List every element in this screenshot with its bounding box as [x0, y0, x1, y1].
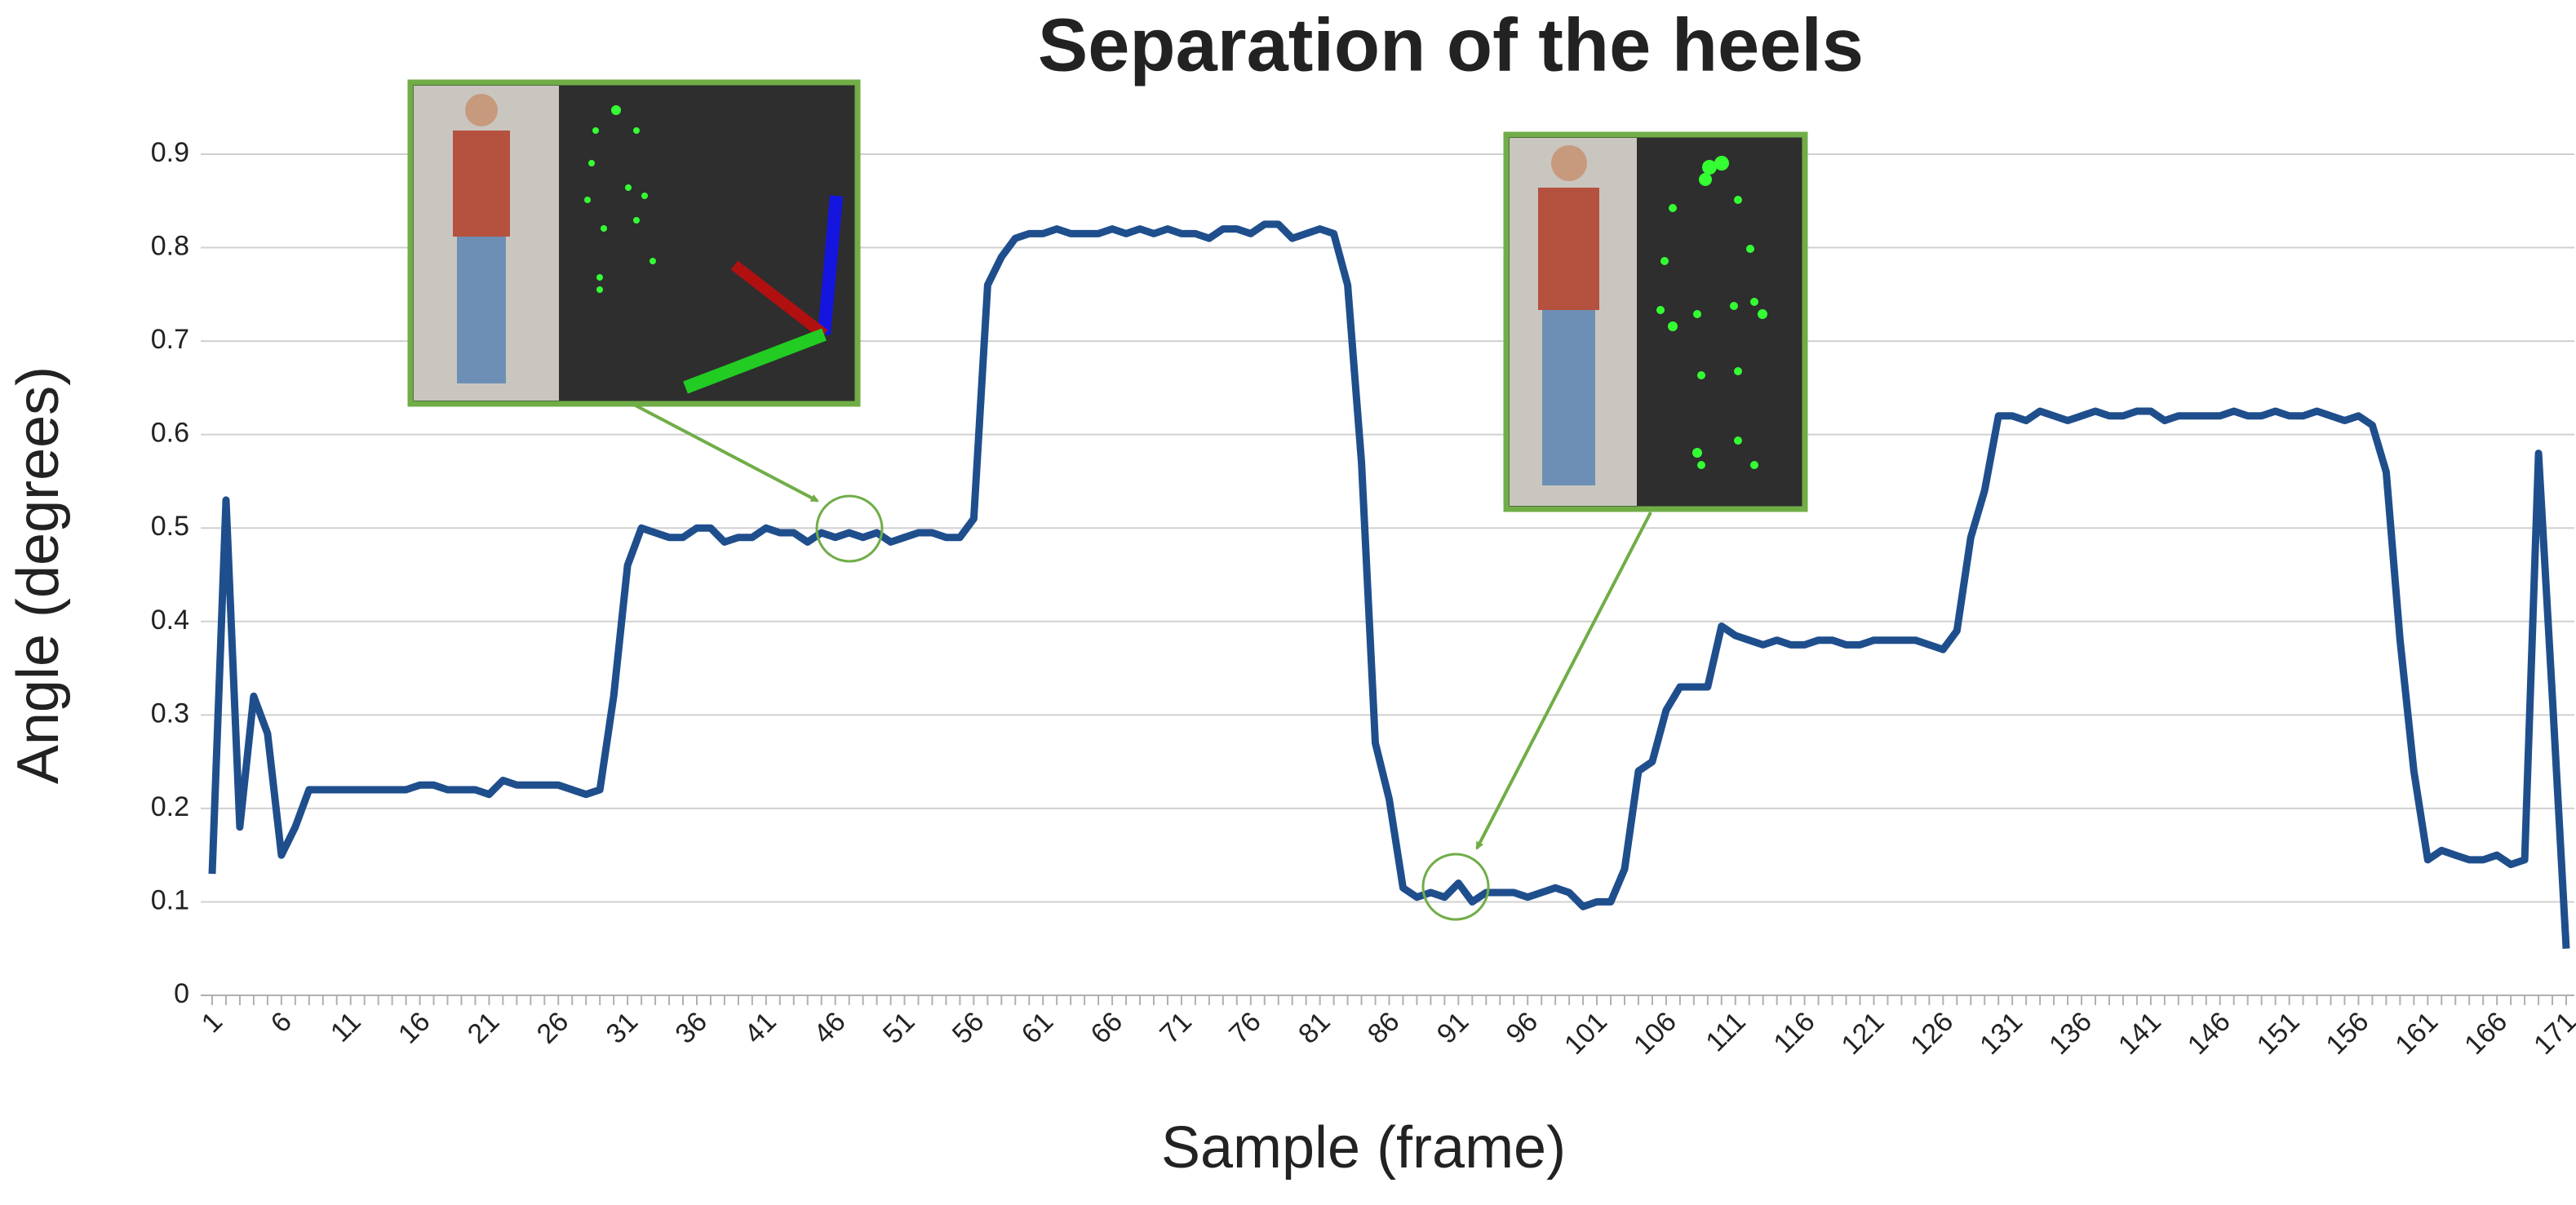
- inset-figure: [1542, 310, 1595, 485]
- x-tick-label: 21: [462, 1006, 506, 1050]
- inset-axis: [683, 328, 827, 394]
- x-tick-label: 121: [1835, 1006, 1890, 1061]
- inset-image: [407, 79, 861, 407]
- annotations: [407, 79, 1808, 921]
- x-tick-label: 156: [2320, 1006, 2374, 1061]
- x-tick-label: 16: [392, 1006, 437, 1050]
- y-tick-label: 0.4: [151, 605, 189, 636]
- x-tick-label: 171: [2528, 1006, 2576, 1061]
- inset-axis: [818, 195, 843, 335]
- y-tick-label: 0.3: [151, 698, 189, 729]
- x-tick-label: 101: [1558, 1006, 1613, 1061]
- x-tick-label: 11: [325, 1006, 367, 1048]
- x-tick-label: 136: [2043, 1006, 2098, 1061]
- x-tick-label: 86: [1362, 1006, 1406, 1050]
- x-tick-label: 96: [1501, 1006, 1545, 1050]
- x-tick-label: 61: [1016, 1006, 1060, 1050]
- inset-figure: [465, 94, 498, 126]
- inset-points: [1656, 156, 1767, 469]
- y-tick-label: 0.7: [151, 324, 189, 355]
- y-tick-label: 0.8: [151, 231, 189, 262]
- chart-title: Separation of the heels: [1038, 3, 1864, 86]
- y-tick-label: 0.5: [151, 511, 189, 542]
- x-tick-label: 46: [808, 1006, 852, 1050]
- x-tick-label: 131: [1974, 1006, 2028, 1061]
- callout-circle: [815, 494, 884, 563]
- x-tick-label: 71: [1154, 1006, 1198, 1050]
- x-tick-label: 141: [2113, 1006, 2167, 1061]
- x-tick-label: 56: [947, 1006, 991, 1050]
- x-tick-label: 36: [669, 1006, 713, 1050]
- x-tick-label: 126: [1904, 1006, 1959, 1061]
- x-tick-label: 66: [1084, 1006, 1128, 1050]
- inset-figure: [453, 131, 510, 237]
- y-tick-label: 0.1: [151, 884, 189, 915]
- x-tick-label: 1: [196, 1006, 228, 1039]
- data-line: [208, 220, 2570, 949]
- x-tick-label: 161: [2389, 1006, 2444, 1061]
- inset-points: [584, 105, 656, 293]
- inset-axis: [730, 260, 828, 339]
- x-tick-label: 41: [738, 1006, 783, 1050]
- x-tick-label: 26: [531, 1006, 575, 1050]
- x-tick-label: 166: [2459, 1006, 2513, 1061]
- x-axis-label: Sample (frame): [1161, 1115, 1566, 1181]
- y-tick-label: 0.9: [151, 137, 189, 168]
- y-tick-label: 0.6: [151, 418, 189, 449]
- inset-figure: [1551, 145, 1587, 181]
- callout-circle: [1421, 853, 1490, 921]
- plot-area: 00.10.20.30.40.50.60.70.80.91 6 11 16 21 26 31…: [151, 137, 2576, 1061]
- x-tick-label: 151: [2251, 1006, 2306, 1061]
- inset-image: [1503, 131, 1808, 512]
- inset-figure: [1538, 188, 1599, 310]
- x-tick-label: 116: [1767, 1006, 1820, 1059]
- x-tick-label: 111: [1700, 1006, 1751, 1057]
- callout-arrow: [1475, 512, 1652, 850]
- x-tick-label: 91: [1431, 1006, 1475, 1050]
- x-tick-label: 81: [1292, 1006, 1337, 1050]
- x-tick-label: 76: [1223, 1006, 1267, 1050]
- callout-arrow: [632, 402, 819, 503]
- x-tick-label: 146: [2182, 1006, 2237, 1061]
- x-tick-label: 106: [1628, 1006, 1683, 1061]
- y-tick-label: 0: [174, 978, 189, 1009]
- inset-figure: [457, 237, 506, 383]
- y-axis-label: Angle (degrees): [6, 366, 71, 784]
- x-tick-label: 6: [265, 1006, 298, 1039]
- x-tick-label: 51: [877, 1006, 921, 1050]
- x-tick-label: 31: [601, 1006, 645, 1050]
- y-tick-label: 0.2: [151, 791, 189, 822]
